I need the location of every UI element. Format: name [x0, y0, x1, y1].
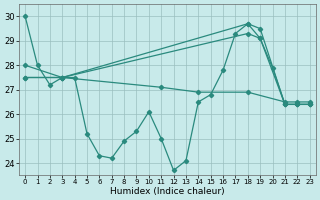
- X-axis label: Humidex (Indice chaleur): Humidex (Indice chaleur): [110, 187, 225, 196]
